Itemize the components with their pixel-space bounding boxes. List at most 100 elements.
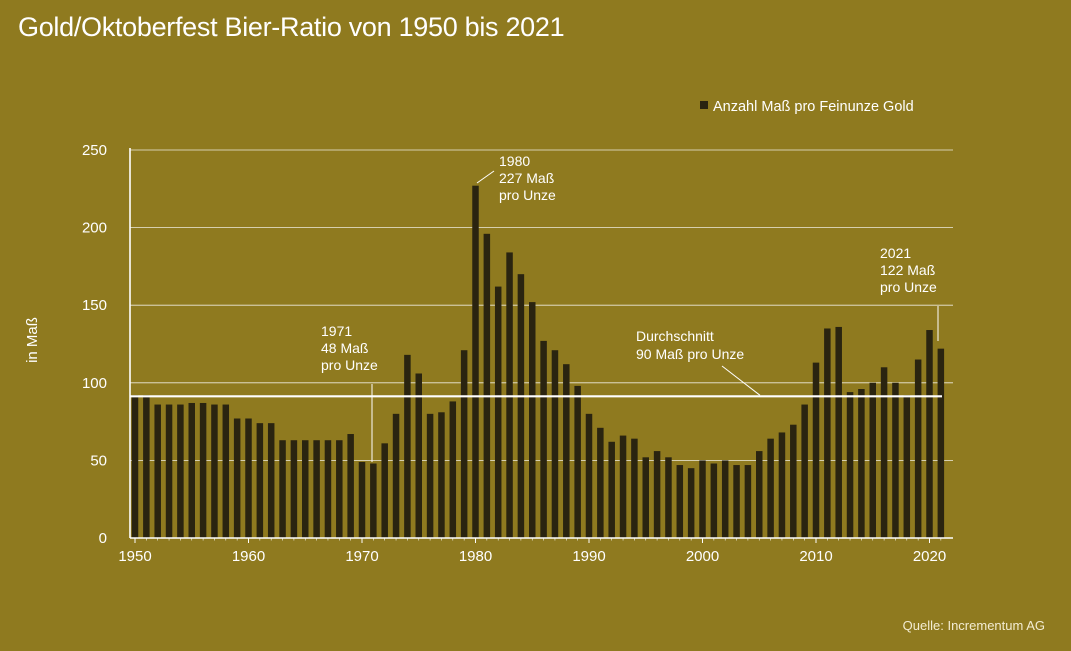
bar: [710, 463, 718, 538]
bar: [801, 404, 808, 538]
y-tick-label: 50: [90, 452, 107, 469]
bar: [392, 413, 400, 538]
bar: [563, 364, 570, 538]
bar: [937, 348, 945, 538]
bar: [302, 440, 309, 538]
average-line-group: Durchschnitt 90 Maß pro Unze: [130, 328, 942, 398]
y-tick-label: 100: [82, 375, 107, 392]
x-tick-label: 1990: [572, 548, 605, 565]
bar: [903, 395, 911, 538]
bar: [574, 385, 581, 538]
bar: [529, 302, 536, 538]
bar: [858, 389, 865, 538]
bar: [880, 367, 888, 538]
y-tick-label: 200: [82, 220, 107, 237]
bar: [790, 424, 797, 538]
bar: [222, 404, 230, 538]
annotation-value: 122 Maß: [880, 262, 935, 278]
bar: [426, 413, 434, 538]
bar: [676, 465, 684, 538]
bar: [438, 412, 445, 538]
x-tick-label: 1970: [345, 548, 378, 565]
bar: [154, 404, 161, 538]
bar: [404, 354, 411, 538]
y-tick-label: 250: [82, 142, 107, 159]
bar: [926, 330, 933, 538]
average-label-value: 90 Maß pro Unze: [636, 346, 744, 362]
x-tick-label: 2020: [913, 548, 946, 565]
annotation-year: 2021: [880, 245, 911, 261]
bar: [869, 382, 876, 538]
bar: [914, 359, 922, 538]
x-tick-label: 1980: [459, 548, 492, 565]
bar: [494, 286, 502, 538]
bar: [177, 404, 184, 538]
annotation-year: 1971: [321, 323, 352, 339]
bar: [699, 460, 706, 538]
annotation-value: 48 Maß: [321, 340, 368, 356]
bar: [211, 404, 218, 538]
x-tick-label: 2010: [799, 548, 832, 565]
y-tick-label: 150: [82, 297, 107, 314]
legend-label: Anzahl Maß pro Feinunze Gold: [713, 99, 914, 115]
bar: [143, 395, 150, 538]
legend-swatch: [700, 101, 708, 109]
bar: [336, 440, 343, 538]
bar: [324, 440, 332, 538]
bar: [608, 441, 615, 538]
bar: [460, 350, 468, 538]
bar: [892, 382, 899, 538]
annotation-unit: pro Unze: [880, 279, 937, 295]
bar: [551, 350, 559, 538]
bar: [233, 418, 241, 538]
bar: [540, 340, 547, 538]
bar: [744, 465, 752, 538]
x-tick-label: 1960: [232, 548, 265, 565]
source-note: Quelle: Incrementum AG: [902, 618, 1045, 633]
bar: [767, 438, 774, 538]
bar: [415, 373, 422, 538]
bar: [381, 443, 388, 538]
annotation-leader-line: [476, 170, 495, 184]
bar: [812, 362, 820, 538]
average-leader-line: [721, 365, 761, 396]
bar: [245, 418, 252, 538]
annotation-year: 1980: [499, 153, 530, 169]
bar: [517, 274, 525, 538]
bar: [358, 461, 366, 538]
bar: [313, 440, 320, 538]
x-tick-label: 1950: [118, 548, 151, 565]
bar: [472, 185, 479, 538]
bar: [267, 423, 275, 538]
annotation-unit: pro Unze: [321, 357, 378, 373]
bar: [506, 252, 513, 538]
bar: [256, 423, 264, 538]
bar: [619, 435, 627, 538]
bar: [188, 402, 195, 538]
y-tick-label: 0: [99, 530, 107, 547]
bar: [665, 457, 672, 538]
bar: [370, 463, 377, 538]
annotation-value: 227 Maß: [499, 170, 554, 186]
bar: [199, 402, 207, 538]
legend: Anzahl Maß pro Feinunze Gold: [700, 99, 914, 115]
bar: [165, 404, 173, 538]
bar: [756, 451, 763, 538]
bar: [597, 427, 604, 538]
bar: [279, 440, 286, 538]
bar: [131, 395, 139, 538]
bar: [642, 457, 649, 538]
bar: [687, 468, 695, 538]
bar: [347, 434, 354, 538]
y-axis-label: in Maß: [24, 317, 41, 363]
bar: [824, 328, 831, 538]
bar: [846, 392, 854, 538]
bar: [733, 465, 740, 538]
bar: [835, 326, 842, 538]
bar: [653, 451, 661, 538]
average-label: Durchschnitt: [636, 328, 714, 344]
bars: [131, 185, 945, 538]
annotation-unit: pro Unze: [499, 187, 556, 203]
